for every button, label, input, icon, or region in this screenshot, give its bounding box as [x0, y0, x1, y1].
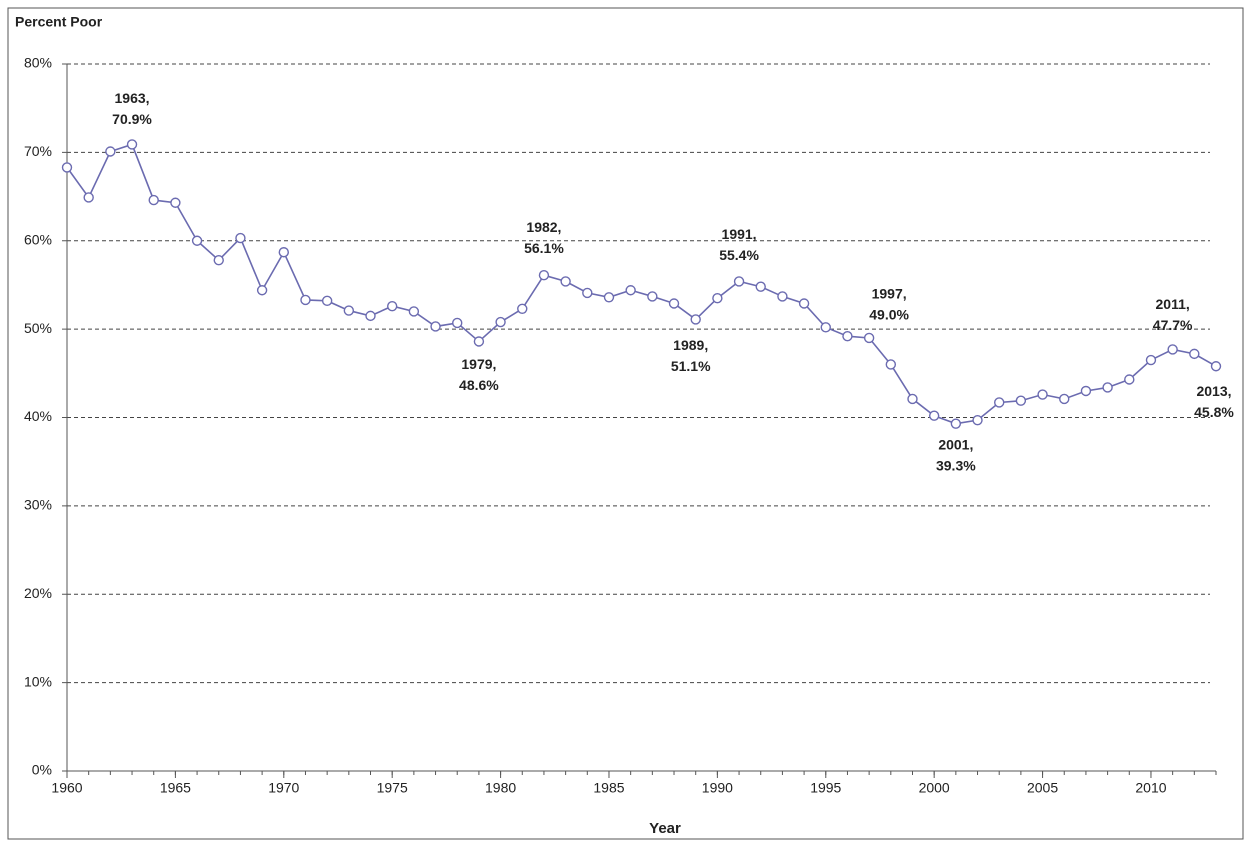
data-point — [235, 232, 246, 244]
data-point — [148, 194, 159, 206]
data-point — [495, 316, 506, 328]
data-point — [733, 276, 745, 287]
annotation: 2011, — [1156, 296, 1190, 312]
y-tick-label: 50% — [24, 320, 52, 336]
x-tick-label: 2010 — [1135, 780, 1166, 796]
data-point — [300, 294, 311, 306]
x-tick-label: 1980 — [485, 780, 516, 796]
data-point — [928, 410, 940, 421]
y-tick-label: 80% — [24, 55, 52, 71]
data-point — [647, 291, 658, 302]
annotation: 49.0% — [869, 307, 909, 323]
data-point — [582, 287, 593, 299]
data-point — [430, 321, 441, 332]
annotation: 1982, — [526, 219, 561, 235]
annotation: 48.6% — [459, 377, 499, 393]
data-point — [560, 276, 571, 287]
data-point — [798, 298, 810, 309]
annotation: 1963, — [115, 90, 150, 106]
y-tick-label: 0% — [32, 762, 52, 778]
annotation: 1997, — [872, 286, 907, 302]
data-point — [820, 322, 831, 333]
x-tick-label: 1965 — [160, 780, 191, 796]
data-point — [885, 359, 897, 370]
data-point — [1124, 374, 1135, 385]
data-point — [170, 197, 181, 208]
data-point — [386, 300, 398, 312]
y-tick-label: 30% — [24, 497, 52, 513]
data-point — [1189, 348, 1200, 360]
data-point — [1059, 393, 1070, 405]
data-point — [712, 292, 723, 304]
y-tick-label: 70% — [24, 143, 52, 159]
x-tick-label: 1970 — [268, 780, 299, 796]
data-point — [1210, 361, 1222, 372]
data-point — [625, 285, 636, 296]
data-point — [842, 330, 853, 342]
annotation: 47.7% — [1153, 317, 1193, 333]
x-tick-label: 2005 — [1027, 780, 1058, 796]
data-point — [473, 336, 485, 347]
x-tick-label: 1960 — [51, 780, 82, 796]
data-point — [950, 418, 962, 429]
data-point — [213, 254, 224, 266]
annotation: 2001, — [938, 436, 973, 452]
data-point — [1037, 389, 1048, 400]
x-axis-label: Year — [649, 820, 681, 837]
data-point — [191, 235, 203, 246]
data-point — [408, 306, 420, 317]
annotation: 2013, — [1196, 383, 1231, 399]
data-point — [256, 285, 268, 296]
data-point — [1167, 344, 1178, 355]
annotation: 51.1% — [671, 358, 711, 374]
data-point — [972, 414, 983, 426]
data-point — [321, 295, 333, 307]
annotation: 39.3% — [936, 457, 976, 473]
data-point — [603, 292, 615, 303]
data-point — [126, 139, 138, 150]
data-point — [61, 162, 73, 173]
x-tick-label: 2000 — [919, 780, 950, 796]
annotation: 1991, — [722, 226, 757, 242]
data-point — [83, 192, 94, 203]
annotation: 56.1% — [524, 240, 564, 256]
data-point — [777, 291, 788, 302]
data-point — [1080, 385, 1092, 397]
y-axis-label: Percent Poor — [15, 14, 103, 30]
data-point — [343, 305, 355, 316]
x-tick-label: 1975 — [377, 780, 408, 796]
data-point — [517, 303, 528, 314]
y-tick-label: 40% — [24, 408, 52, 424]
data-point — [1145, 354, 1157, 366]
y-tick-label: 20% — [24, 585, 52, 601]
y-tick-label: 60% — [24, 231, 52, 247]
frame — [7, 7, 1244, 840]
data-point — [907, 393, 918, 405]
data-point — [365, 310, 376, 322]
x-tick-label: 1990 — [702, 780, 733, 796]
x-tick-label: 1995 — [810, 780, 841, 796]
data-point — [994, 397, 1005, 408]
data-point — [1015, 395, 1027, 406]
data-point — [278, 247, 289, 258]
annotation: 45.8% — [1194, 404, 1234, 420]
data-point — [1102, 382, 1113, 393]
data-point — [452, 317, 463, 329]
data-point — [538, 270, 550, 281]
data-point — [690, 314, 701, 325]
y-tick-label: 10% — [24, 673, 52, 689]
annotation: 1989, — [673, 337, 708, 353]
data-line — [66, 143, 1217, 425]
annotation: 1979, — [461, 356, 496, 372]
annotation: 55.4% — [719, 247, 759, 263]
x-tick-label: 1985 — [593, 780, 624, 796]
data-point — [755, 281, 766, 292]
data-point — [863, 332, 875, 344]
data-point — [105, 146, 116, 157]
annotation: 70.9% — [112, 111, 152, 127]
data-point — [668, 298, 680, 309]
